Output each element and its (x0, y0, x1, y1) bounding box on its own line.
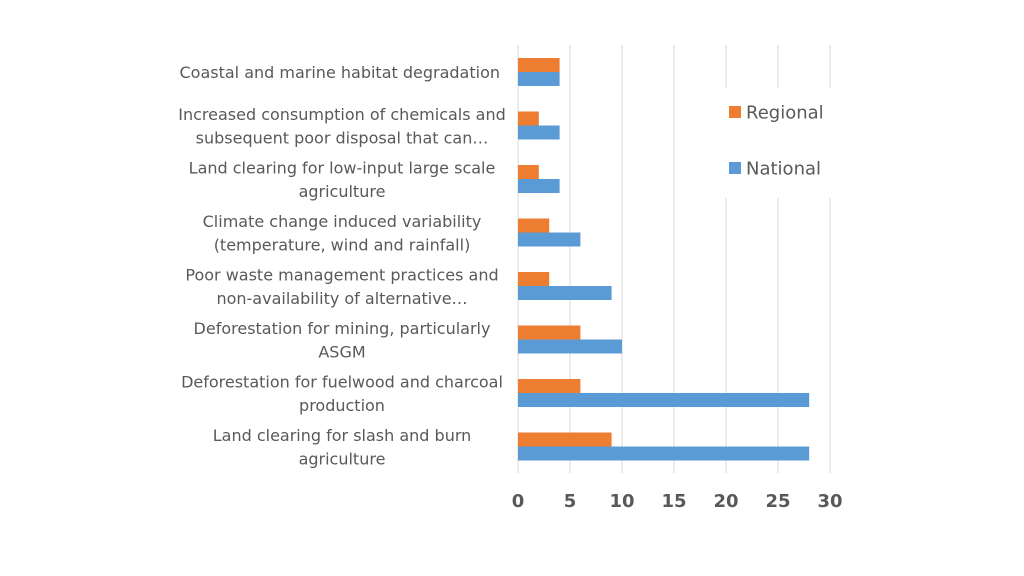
legend: Regional National (729, 103, 824, 180)
bar-national-4 (518, 286, 612, 300)
bar-national-1 (518, 125, 560, 140)
category-labels: Coastal and marine habitat degradation In… (178, 63, 506, 468)
bar-regional-6 (518, 379, 581, 393)
legend-label-regional: Regional (746, 103, 824, 124)
bar-regional-4 (518, 272, 550, 286)
bar-regional-7 (518, 432, 612, 447)
x-axis-tick-labels: 0 5 10 15 20 25 30 (512, 491, 843, 512)
category-label-2-line-1: agriculture (299, 182, 386, 201)
bar-regional-2 (518, 165, 539, 179)
legend-swatch-national (729, 162, 741, 174)
bar-national-0 (518, 72, 560, 86)
category-label-4-line-0: Poor waste management practices and (185, 265, 498, 284)
bar-regional-1 (518, 111, 539, 126)
bars (518, 58, 810, 461)
category-label-7-line-1: agriculture (299, 449, 386, 468)
tick-label-0: 0 (512, 491, 525, 512)
category-label-4-line-1: non-availability of alternative… (216, 289, 467, 308)
tick-label-25: 25 (765, 491, 790, 512)
category-label-7-line-0: Land clearing for slash and burn (213, 426, 472, 445)
tick-label-30: 30 (817, 491, 842, 512)
bar-national-7 (518, 446, 810, 461)
tick-label-10: 10 (609, 491, 634, 512)
bar-national-6 (518, 393, 810, 407)
legend-swatch-regional (729, 106, 741, 118)
bar-national-3 (518, 232, 581, 247)
category-label-5-line-0: Deforestation for mining, particularly (194, 319, 491, 338)
tick-label-5: 5 (564, 491, 577, 512)
category-label-3-line-1: (temperature, wind and rainfall) (214, 235, 471, 254)
category-label-5-line-1: ASGM (318, 342, 365, 361)
bar-national-5 (518, 339, 622, 354)
category-label-3-line-0: Climate change induced variability (203, 212, 482, 231)
category-label-2-line-0: Land clearing for low-input large scale (189, 158, 496, 177)
bar-regional-3 (518, 218, 550, 233)
bar-regional-0 (518, 58, 560, 72)
category-label-0-line-0: Coastal and marine habitat degradation (179, 63, 500, 82)
category-label-1-line-0: Increased consumption of chemicals and (178, 105, 506, 124)
category-label-6-line-1: production (299, 396, 385, 415)
tick-label-20: 20 (713, 491, 738, 512)
bar-national-2 (518, 179, 560, 193)
tick-label-15: 15 (661, 491, 686, 512)
bar-regional-5 (518, 325, 581, 340)
category-label-6-line-0: Deforestation for fuelwood and charcoal (181, 372, 503, 391)
legend-label-national: National (746, 159, 821, 180)
category-label-1-line-1: subsequent poor disposal that can… (196, 128, 489, 147)
